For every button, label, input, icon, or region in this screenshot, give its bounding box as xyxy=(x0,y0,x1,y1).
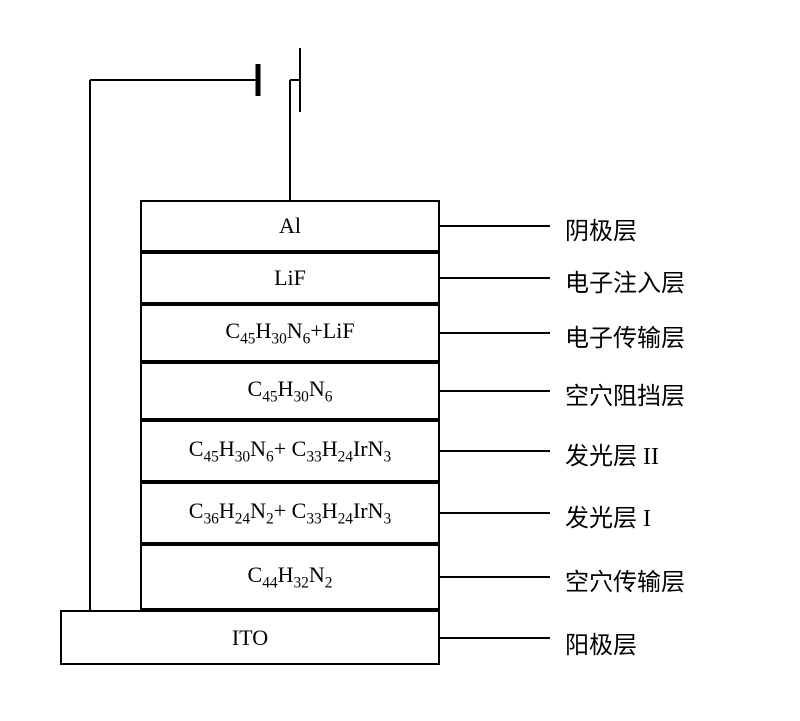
layer-cathode: Al xyxy=(140,200,440,252)
layer-eml2-formula: C45H30N6+ C33H24IrN3 xyxy=(189,436,391,466)
layer-hbl-formula: C45H30N6 xyxy=(248,376,333,406)
layer-eil-formula: LiF xyxy=(274,265,306,291)
label-anode: 阳极层 xyxy=(565,625,637,660)
label-htl: 空穴传输层 xyxy=(565,562,685,597)
label-eil: 电子注入层 xyxy=(565,263,685,298)
layer-etl-formula: C45H30N6+LiF xyxy=(225,318,354,348)
layer-eil: LiF xyxy=(140,252,440,304)
layer-eml2: C45H30N6+ C33H24IrN3 xyxy=(140,420,440,482)
layer-eml1-formula: C36H24N2+ C33H24IrN3 xyxy=(189,498,391,528)
layer-anode-formula: ITO xyxy=(232,625,268,651)
label-etl: 电子传输层 xyxy=(565,318,685,353)
layer-eml1: C36H24N2+ C33H24IrN3 xyxy=(140,482,440,544)
layer-htl-formula: C44H32N2 xyxy=(248,562,333,592)
label-eml1: 发光层 I xyxy=(565,498,651,533)
layer-etl: C45H30N6+LiF xyxy=(140,304,440,362)
layer-htl: C44H32N2 xyxy=(140,544,440,610)
label-cathode: 阴极层 xyxy=(565,211,637,246)
label-hbl: 空穴阻挡层 xyxy=(565,376,685,411)
layer-cathode-formula: Al xyxy=(279,213,301,239)
layer-anode: ITO xyxy=(60,610,440,665)
label-eml2: 发光层 II xyxy=(565,436,659,471)
layer-hbl: C45H30N6 xyxy=(140,362,440,420)
